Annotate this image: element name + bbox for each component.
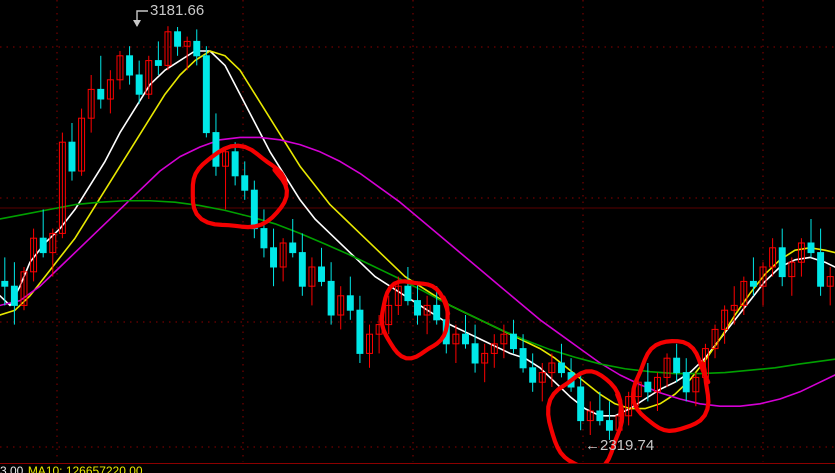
indicator-readout-bar: 3.00 MA10: 126657220.00: [0, 464, 835, 473]
low-price-label: ←2319.74: [585, 437, 654, 454]
low-price-value: 2319.74: [600, 437, 655, 454]
chart-grid: [0, 0, 835, 462]
high-price-value: 3181.66: [150, 2, 205, 19]
left-arrow-icon: ←: [585, 437, 600, 454]
panel-separator: [0, 463, 835, 464]
price-arrow-pointers: [133, 10, 148, 27]
hand-drawn-circle-annotations: [190, 143, 711, 473]
indicator-value: 3.00: [0, 464, 24, 473]
moving-average-lines: [0, 50, 835, 417]
high-price-label: 3181.66: [150, 2, 204, 19]
indicator-ma10-label: MA10: 126657220.00: [27, 464, 143, 473]
